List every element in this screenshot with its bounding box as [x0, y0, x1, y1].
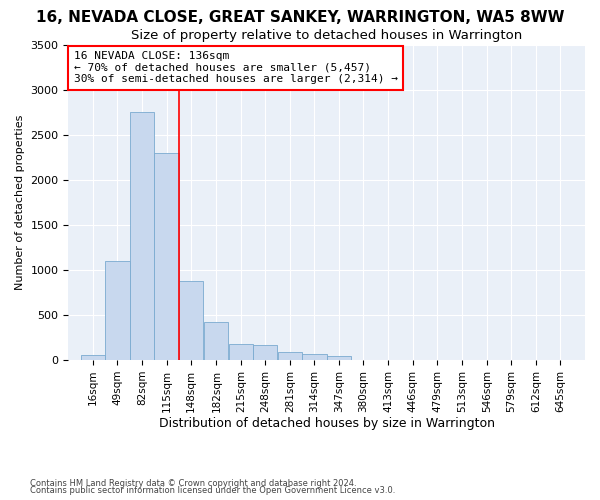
Bar — [179, 281, 203, 360]
Bar — [229, 344, 253, 360]
X-axis label: Distribution of detached houses by size in Warrington: Distribution of detached houses by size … — [159, 418, 495, 430]
Bar — [130, 112, 154, 360]
Bar — [106, 261, 130, 360]
Text: 16, NEVADA CLOSE, GREAT SANKEY, WARRINGTON, WA5 8WW: 16, NEVADA CLOSE, GREAT SANKEY, WARRINGT… — [36, 10, 564, 25]
Bar — [154, 153, 179, 360]
Bar — [81, 354, 105, 360]
Bar — [253, 345, 277, 360]
Bar — [302, 354, 326, 360]
Bar — [204, 322, 229, 360]
Title: Size of property relative to detached houses in Warrington: Size of property relative to detached ho… — [131, 30, 523, 43]
Text: 16 NEVADA CLOSE: 136sqm
← 70% of detached houses are smaller (5,457)
30% of semi: 16 NEVADA CLOSE: 136sqm ← 70% of detache… — [74, 52, 398, 84]
Text: Contains HM Land Registry data © Crown copyright and database right 2024.: Contains HM Land Registry data © Crown c… — [30, 478, 356, 488]
Bar — [278, 352, 302, 360]
Y-axis label: Number of detached properties: Number of detached properties — [15, 115, 25, 290]
Text: Contains public sector information licensed under the Open Government Licence v3: Contains public sector information licen… — [30, 486, 395, 495]
Bar — [327, 356, 351, 360]
